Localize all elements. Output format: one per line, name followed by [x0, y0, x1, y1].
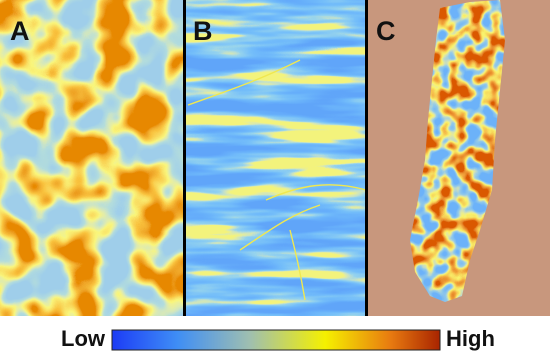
- colorbar: [111, 329, 441, 351]
- panel-label: A: [10, 16, 30, 46]
- streak: [187, 59, 301, 106]
- panel-a-image: [0, 0, 184, 316]
- streak: [289, 229, 306, 301]
- separator: [183, 0, 186, 316]
- colorbar-high: High: [446, 326, 495, 351]
- separator: [365, 0, 368, 316]
- streak: [239, 204, 321, 251]
- streak: [265, 184, 367, 201]
- panel-b-image: [186, 0, 366, 316]
- panel-b-streaks: [187, 59, 367, 301]
- panel-label: B: [193, 16, 213, 46]
- panel-label: C: [376, 16, 396, 46]
- colorbar-low: Low: [61, 326, 106, 351]
